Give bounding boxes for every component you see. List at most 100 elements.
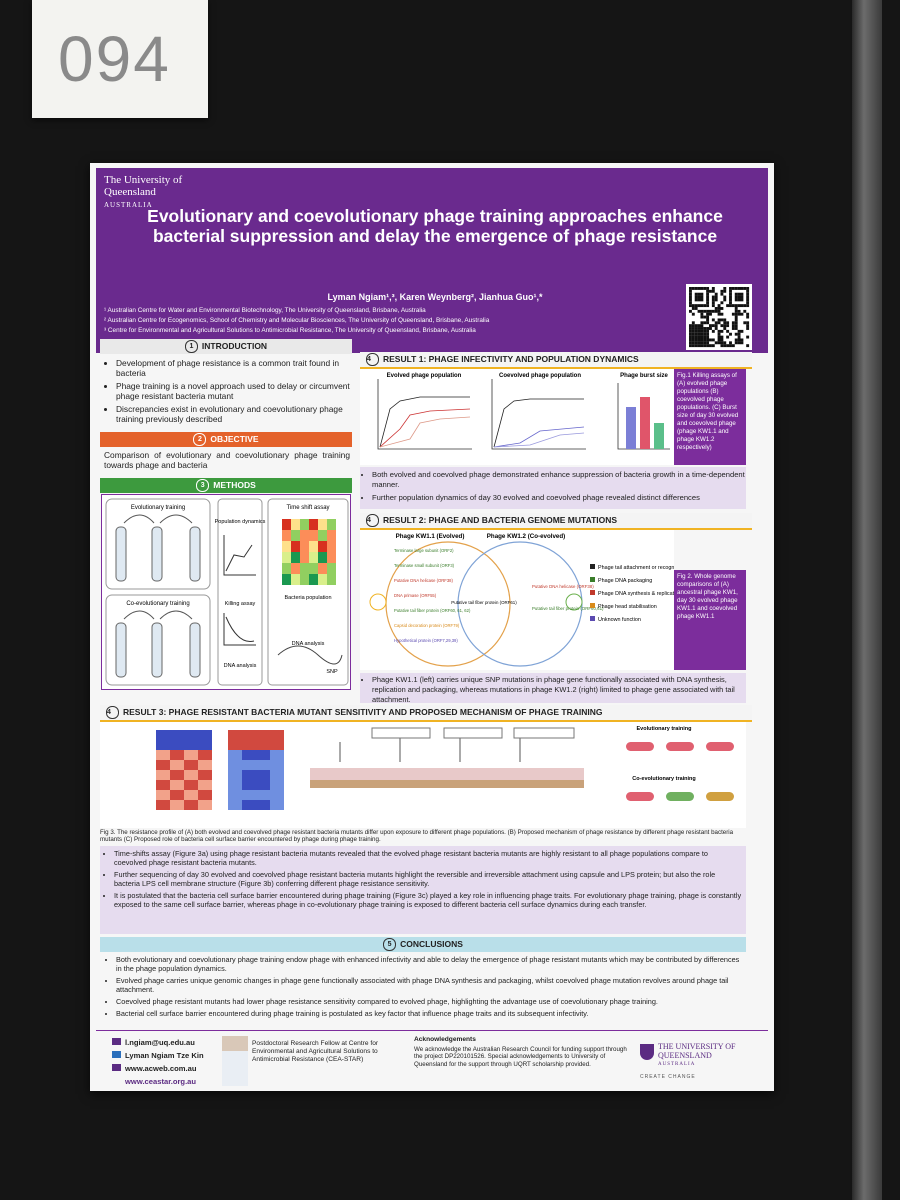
qr-module xyxy=(726,321,730,325)
heatmap-cell xyxy=(228,790,242,800)
qr-module xyxy=(737,295,741,299)
venn-label: Phage KW1.2 (Co-evolved) xyxy=(487,533,565,540)
qr-module xyxy=(726,335,730,339)
diagram-label: SNP xyxy=(326,669,338,675)
bullet: It is postulated that the bacteria cell … xyxy=(114,891,742,909)
qr-module xyxy=(706,315,710,319)
qr-module xyxy=(720,292,724,296)
heatmap-cell xyxy=(198,750,212,760)
email: l.ngiam@uq.edu.au xyxy=(112,1036,222,1049)
legend-swatch xyxy=(590,590,595,595)
heatmap-cell xyxy=(256,750,270,760)
section-number: 4 xyxy=(366,353,379,366)
bacteria-cell xyxy=(706,742,734,751)
qr-module xyxy=(703,287,707,290)
qr-module xyxy=(711,329,715,333)
qr-module xyxy=(746,335,750,339)
legend-swatch xyxy=(590,616,595,621)
section-number: 5 xyxy=(383,938,397,951)
heatmap-cell xyxy=(318,552,327,563)
qr-module xyxy=(746,295,750,299)
gene-label: DNA primase (ORF55) xyxy=(394,593,437,598)
qr-module xyxy=(711,301,715,305)
board-number: 094 xyxy=(32,0,208,118)
qr-module xyxy=(694,307,698,310)
heatmap-cell xyxy=(242,740,256,750)
qr-module xyxy=(734,295,738,299)
poster-title: Evolutionary and coevolutionary phage tr… xyxy=(147,206,723,246)
qr-module xyxy=(689,338,692,342)
heatmap-cell xyxy=(256,780,270,790)
qr-module xyxy=(700,304,704,308)
qr-module xyxy=(706,344,710,348)
qr-module xyxy=(731,327,735,330)
qr-module xyxy=(703,321,707,325)
heatmap-cell xyxy=(198,780,212,790)
panel-label: Co-evolutionary training xyxy=(632,776,696,782)
figure-caption: Fig 2. Whole genome comparisons of (A) a… xyxy=(674,570,746,670)
qr-module xyxy=(706,341,710,345)
qr-module xyxy=(706,298,710,302)
qr-module xyxy=(689,301,692,305)
panel-title: Phage burst size xyxy=(620,373,668,379)
qr-module xyxy=(711,304,715,308)
heatmap-cell xyxy=(327,574,336,585)
qr-module xyxy=(737,335,741,339)
intro-text: Development of phage resistance is a com… xyxy=(104,358,350,430)
heatmap-cell xyxy=(156,770,170,780)
qr-module xyxy=(706,289,710,293)
qr-module xyxy=(737,292,741,296)
qr-module xyxy=(717,312,721,316)
qr-module xyxy=(689,309,692,313)
figure-caption: Fig.1 Killing assays of (A) evolved phag… xyxy=(674,369,746,465)
heatmap-cell xyxy=(170,790,184,800)
section-number: 1 xyxy=(184,340,198,353)
qr-module xyxy=(717,332,721,336)
qr-module xyxy=(689,327,692,330)
qr-module xyxy=(731,304,735,308)
figure-caption: Fig 3. The resistance profile of (A) bot… xyxy=(100,829,734,844)
qr-module xyxy=(694,324,698,328)
qr-module xyxy=(737,338,741,342)
qr-module xyxy=(740,304,744,308)
legend-swatch xyxy=(590,564,595,569)
diagram-label: Co-evolutionary training xyxy=(126,601,189,607)
qr-module xyxy=(717,335,721,339)
qr-module xyxy=(746,304,750,308)
heatmap-cell xyxy=(198,760,212,770)
bacteria-cell xyxy=(666,742,694,751)
qr-module xyxy=(694,329,698,333)
section-header: 3 METHODS xyxy=(100,478,352,493)
qr-module xyxy=(697,292,701,296)
qr-module xyxy=(746,327,750,330)
qr-module xyxy=(697,287,701,290)
qr-module xyxy=(689,341,692,345)
qr-module xyxy=(703,304,707,308)
diagram-label: Killing assay xyxy=(225,601,256,607)
qr-module xyxy=(746,289,750,293)
qr-module xyxy=(689,292,692,296)
heatmap-cell xyxy=(270,730,284,740)
qr-module xyxy=(691,324,695,328)
qr-module xyxy=(734,315,738,319)
affiliation: ¹ Australian Centre for Water and Enviro… xyxy=(104,307,426,314)
heatmap-cell xyxy=(270,760,284,770)
qr-module xyxy=(723,321,727,325)
qr-module xyxy=(737,304,741,308)
bullet: Both evolutionary and coevolutionary pha… xyxy=(116,955,744,973)
section-header: 4 RESULT 1: PHAGE INFECTIVITY AND POPULAT… xyxy=(360,352,752,369)
heatmap-cell xyxy=(228,760,242,770)
heatmap-cell xyxy=(170,760,184,770)
qr-module xyxy=(740,312,744,316)
qr-module xyxy=(711,298,715,302)
heatmap-cell xyxy=(318,530,327,541)
qr-module xyxy=(711,289,715,293)
qr-module xyxy=(734,298,738,302)
heatmap-cell xyxy=(300,552,309,563)
heatmap-cell xyxy=(198,730,212,740)
qr-module xyxy=(729,304,732,308)
qr-module xyxy=(700,344,704,348)
qr-module xyxy=(726,324,730,328)
bullet: Development of phage resistance is a com… xyxy=(116,358,350,378)
qr-module xyxy=(711,318,715,322)
